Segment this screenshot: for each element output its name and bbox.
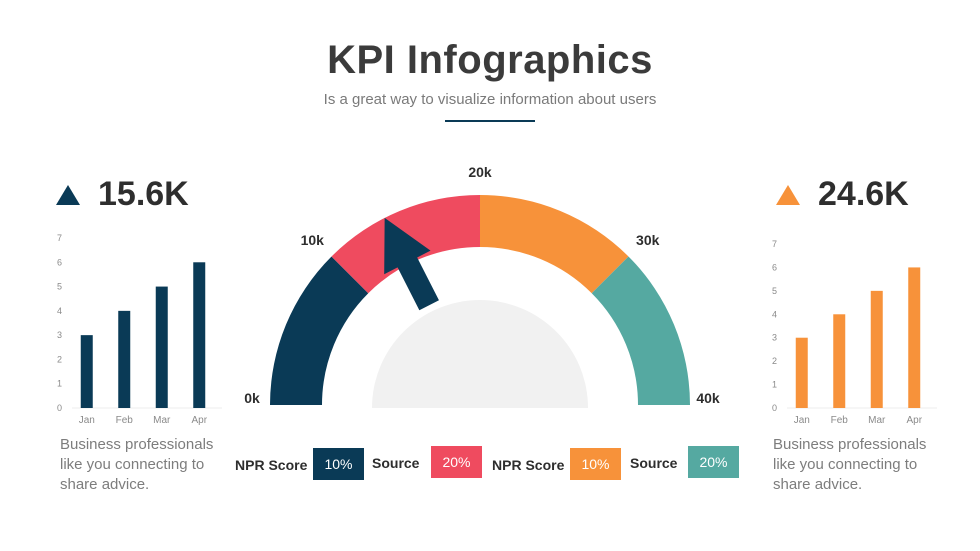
gauge-tick-label: 20k: [468, 164, 492, 180]
gauge-tick-label: 10k: [301, 232, 325, 248]
y-tick-label: 4: [57, 306, 62, 316]
description-right: Business professionals like you connecti…: [773, 436, 927, 493]
y-tick-label: 3: [772, 333, 777, 343]
kpi-left-value: 15.6K: [98, 175, 189, 213]
x-tick-label: Apr: [906, 415, 922, 426]
bar: [870, 290, 883, 408]
y-tick-label: 0: [57, 403, 62, 413]
x-tick-label: Mar: [868, 415, 886, 426]
gauge-tick-label: 30k: [636, 232, 660, 248]
kpi-left: 15.6K: [56, 175, 189, 214]
description-left: Business professionals like you connecti…: [60, 436, 214, 493]
y-tick-label: 1: [57, 379, 62, 389]
x-tick-label: Feb: [116, 415, 134, 426]
bar: [155, 286, 168, 408]
gauge-chart: 0k 10k 20k 30k 40k: [244, 164, 720, 408]
legend-label-1: NPR Score: [235, 457, 308, 473]
legend-label-4: Source: [630, 455, 678, 471]
y-tick-label: 2: [57, 354, 62, 364]
up-triangle-icon: [776, 184, 800, 205]
bar: [908, 267, 921, 408]
bar: [795, 337, 808, 408]
bar: [80, 335, 93, 408]
page-title: KPI Infographics: [327, 38, 653, 82]
gauge-segment: [480, 195, 629, 294]
y-tick-label: 3: [57, 330, 62, 340]
legend-value-1: 10%: [313, 448, 364, 480]
y-tick-label: 4: [772, 309, 777, 319]
gauge-needle-arrow: [384, 217, 439, 311]
bar-chart-left: 0 1 2 3 4 5 6 7 Jan Feb Mar Apr: [57, 233, 222, 426]
x-tick-label: Jan: [79, 415, 95, 426]
bar-chart-right: 0 1 2 3 4 5 6 7 Jan Feb Mar Apr: [772, 239, 937, 426]
x-tick-label: Feb: [831, 415, 849, 426]
title-divider: [445, 120, 535, 122]
bar: [833, 314, 846, 408]
bar: [193, 262, 206, 408]
legend-value-3: 10%: [570, 448, 621, 480]
up-triangle-icon: [56, 184, 80, 205]
gauge-needle: [384, 217, 439, 311]
y-tick-label: 7: [772, 239, 777, 249]
legend-value-2: 20%: [431, 446, 482, 478]
y-tick-label: 5: [57, 282, 62, 292]
x-tick-label: Mar: [153, 415, 171, 426]
gauge-tick-label: 40k: [696, 390, 720, 406]
y-tick-label: 7: [57, 233, 62, 243]
kpi-right-value: 24.6K: [818, 175, 909, 213]
legend-label-2: Source: [372, 455, 420, 471]
x-tick-label: Jan: [794, 415, 810, 426]
y-tick-label: 2: [772, 356, 777, 366]
y-tick-label: 1: [772, 380, 777, 390]
legend-label-3: NPR Score: [492, 457, 565, 473]
y-tick-label: 6: [57, 257, 62, 267]
page-subtitle: Is a great way to visualize information …: [323, 91, 657, 108]
gauge-tick-label: 0k: [244, 390, 260, 406]
y-tick-label: 5: [772, 286, 777, 296]
gauge-segment: [270, 256, 369, 405]
bar: [118, 310, 131, 408]
legend-value-4: 20%: [688, 446, 739, 478]
kpi-right: 24.6K: [776, 175, 909, 214]
y-tick-label: 6: [772, 262, 777, 272]
x-tick-label: Apr: [191, 415, 207, 426]
gauge-segment: [591, 256, 690, 405]
gauge-inner-disc: [372, 300, 588, 408]
y-tick-label: 0: [772, 403, 777, 413]
